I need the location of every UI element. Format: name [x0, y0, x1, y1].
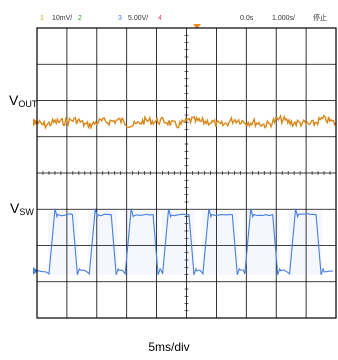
ch4-number: 4 [158, 15, 162, 22]
run-state: 停止 [313, 13, 327, 22]
vsw-pulse-6 [244, 211, 279, 275]
vsw-pulse-1 [48, 211, 78, 275]
vsw-pulse-4 [162, 211, 195, 275]
time-scale: 1.000s/ [272, 15, 295, 22]
vsw-pulse-2 [88, 211, 117, 275]
ch3-scale: 5.00V/ [128, 15, 148, 22]
time-offset: 0.0s [240, 15, 254, 22]
vsw-label-main: V [10, 200, 19, 216]
vsw-pulse-5 [202, 211, 238, 275]
status-bar: 1 10mV/ 2 3 5.00V/ 4 0.0s 1.000s/ 停止 [40, 13, 327, 22]
ch2-number: 2 [78, 15, 82, 22]
x-axis-label: 5ms/div [0, 340, 338, 354]
vout-label: VOUT [9, 92, 37, 109]
ch3-number: 3 [118, 15, 122, 22]
vsw-pulse-7 [289, 211, 322, 275]
vsw-label-sub: SW [19, 207, 34, 217]
vout-label-main: V [9, 92, 18, 108]
vsw-label: VSW [10, 200, 34, 217]
ch1-scale: 10mV/ [52, 15, 72, 22]
trace-area [33, 116, 336, 275]
vsw-pulse-3 [124, 211, 159, 275]
ch1-number: 1 [40, 15, 44, 22]
vout-label-sub: OUT [18, 99, 37, 109]
